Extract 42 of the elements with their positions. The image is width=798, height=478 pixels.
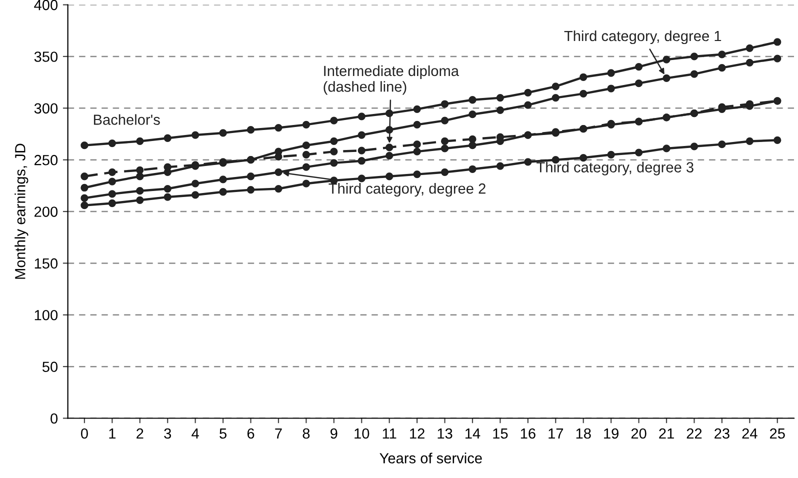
y-tick-label: 150: [34, 258, 58, 269]
x-tick-label: 18: [576, 428, 591, 439]
x-tick-label: 1: [109, 428, 116, 439]
x-tick-label: 0: [80, 428, 88, 439]
x-tick-label: 9: [330, 428, 338, 439]
x-tick-label: 13: [438, 428, 452, 439]
x-tick-label: 4: [192, 428, 199, 439]
y-tick-label: 0: [50, 413, 58, 424]
series-label: Bachelor's: [94, 114, 160, 125]
x-tick-label: 15: [493, 428, 508, 439]
x-tick-label: 14: [465, 428, 480, 439]
x-tick-label: 25: [770, 428, 785, 439]
x-tick-label: 11: [382, 428, 396, 439]
x-tick-label: 3: [164, 428, 172, 439]
series-label: Third category, degree 1: [564, 30, 722, 44]
x-tick-label: 5: [220, 428, 226, 439]
series-label: Third category, degree 2: [328, 183, 486, 197]
y-tick-label: 200: [34, 206, 58, 217]
x-tick-label: 23: [714, 428, 730, 439]
y-tick-label: 100: [34, 310, 58, 320]
x-tick-label: 20: [631, 428, 646, 439]
y-tick-label: 50: [42, 362, 58, 372]
y-tick-label: 350: [34, 52, 58, 62]
x-tick-label: 16: [520, 428, 536, 439]
x-axis-title: Years of service: [380, 452, 482, 464]
x-tick-label: 12: [410, 428, 424, 439]
x-tick-label: 19: [604, 428, 618, 439]
x-tick-label: 10: [354, 428, 370, 439]
x-tick-label: 7: [275, 428, 282, 439]
x-tick-label: 2: [136, 428, 144, 439]
x-tick-label: 17: [548, 428, 564, 439]
y-tick-label: 250: [34, 154, 58, 166]
y-tick-label: 400: [34, 0, 58, 10]
x-tick-label: 6: [247, 428, 254, 439]
y-tick-label: 300: [34, 103, 58, 114]
x-tick-label: 22: [686, 428, 702, 439]
series-label: Third category, degree 3: [536, 162, 694, 176]
x-tick-label: 24: [742, 428, 758, 439]
y-axis-title: Monthly earnings, JD: [14, 144, 28, 279]
x-tick-label: 8: [302, 428, 310, 439]
text: Intermediate diploma (dashed line): [324, 65, 460, 95]
x-tick-label: 21: [659, 428, 674, 439]
